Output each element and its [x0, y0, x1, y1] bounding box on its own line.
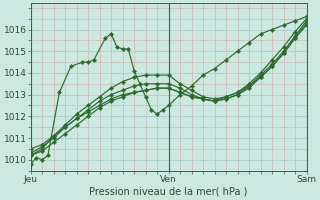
X-axis label: Pression niveau de la mer( hPa ): Pression niveau de la mer( hPa )	[89, 187, 248, 197]
